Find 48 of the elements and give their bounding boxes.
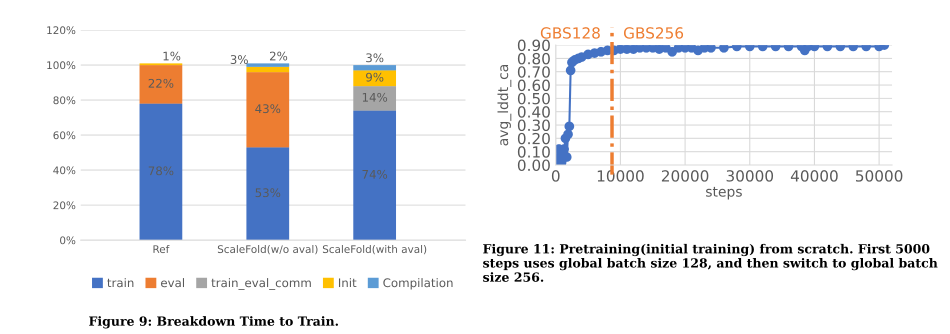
x-tick-label: Ref	[154, 245, 170, 254]
data-label: 14%	[362, 92, 388, 102]
x-tick-label: 30000	[726, 170, 774, 182]
legend-label: train	[107, 278, 134, 288]
x-tick-label: ScaleFold(w/o aval)	[218, 245, 318, 254]
y-tick-label: 0.40	[518, 106, 550, 118]
y-tick-label: 0.10	[518, 146, 550, 158]
legend-label: Compilation	[383, 278, 453, 290]
y-tick-label: 0.70	[518, 66, 550, 78]
data-label: 9%	[366, 72, 384, 82]
y-tick-label: 80%	[53, 96, 76, 104]
x-tick-label: 50000	[856, 170, 902, 182]
caption: Figure 9: Breakdown Time to Train.	[89, 316, 338, 328]
text: GBS128	[540, 27, 600, 39]
x-tick-label: ScaleFold(with aval)	[322, 245, 426, 254]
y-tick-label: 20%	[54, 201, 76, 210]
y-tick-label: 0%	[60, 236, 76, 244]
data-label: 74%	[362, 170, 388, 179]
data-label: 43%	[255, 104, 280, 114]
data-label: 78%	[148, 166, 174, 176]
legend-label: eval	[160, 278, 184, 288]
y-tick-label: 60%	[53, 131, 76, 140]
x-tick-label: 0	[552, 170, 560, 182]
x-tick-label: 40000	[790, 170, 838, 182]
y-tick-label: 100%	[47, 61, 76, 70]
y-tick-label: 0.80	[518, 52, 550, 64]
y-tick-label: 120%	[47, 26, 76, 34]
text: GBS256	[624, 27, 684, 39]
data-label: 1%	[164, 52, 180, 61]
data-label: 3%	[230, 55, 248, 64]
x-tick-label: 10000	[598, 170, 644, 182]
legend-label: train_eval_comm	[211, 278, 311, 290]
y-tick-label: 0.60	[518, 80, 550, 92]
y-axis-title: avg_lddt_ca	[497, 65, 512, 146]
y-tick-label: 0.00	[518, 159, 550, 172]
x-axis-title: steps	[706, 186, 742, 200]
x-tick-label: 20000	[662, 170, 708, 182]
data-label: 3%	[366, 53, 384, 62]
y-tick-label: 0.50	[518, 92, 550, 104]
y-tick-label: 0.20	[518, 132, 550, 144]
y-tick-label: 40%	[53, 166, 76, 174]
caption: Figure 11: Pretraining(initial training) from scratch. First 5000 steps uses global batch size 128, and then switch to global batch size 256.	[483, 244, 938, 282]
data-label: 53%	[256, 188, 280, 198]
data-label: 2%	[270, 52, 288, 61]
y-tick-label: 0.30	[518, 119, 550, 132]
y-tick-label: 0.90	[518, 40, 550, 52]
data-label: 22%	[148, 78, 174, 88]
legend-label: Init	[338, 278, 356, 288]
